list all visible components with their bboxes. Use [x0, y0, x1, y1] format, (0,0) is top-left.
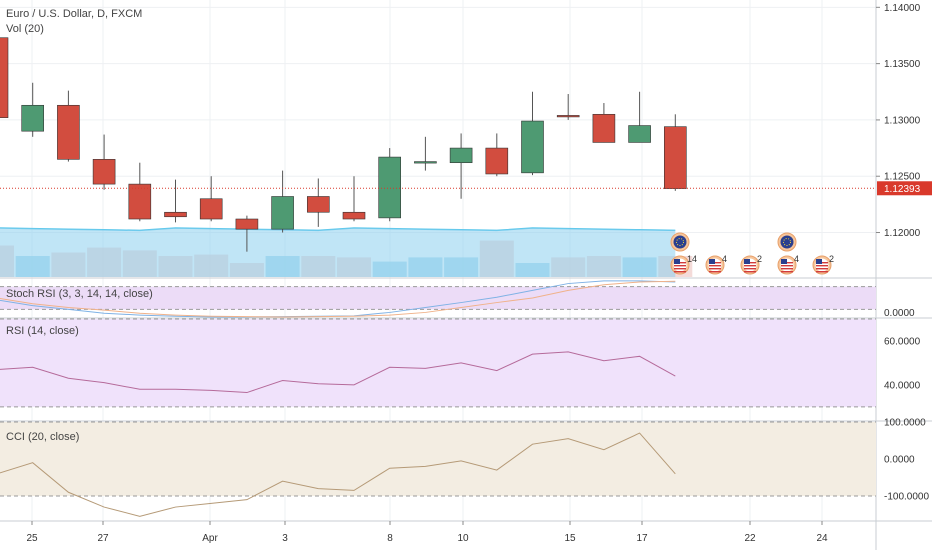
event-count: 2	[757, 254, 762, 264]
time-axis-label: 24	[816, 533, 828, 544]
us-flag-icon[interactable]: 2	[812, 254, 834, 275]
eu-flag-stars	[676, 238, 684, 246]
us-flag-stripe	[816, 271, 828, 273]
time-axis-label: 17	[636, 533, 648, 544]
cci-line	[0, 432, 676, 517]
eu-flag-stars	[783, 238, 791, 246]
us-flag-stripe	[781, 268, 793, 270]
candle-body	[57, 104, 80, 160]
candle-body	[485, 147, 509, 175]
us-flag-stripe	[781, 265, 793, 267]
volume-ma-area	[0, 228, 676, 277]
us-flag-icon[interactable]: 2	[740, 254, 762, 275]
us-flag-stripe	[674, 268, 686, 270]
price-axis-label: 1.12000	[884, 228, 921, 239]
rsi-line	[0, 351, 676, 394]
candle-body	[414, 161, 437, 164]
symbol-title[interactable]: Euro / U.S. Dollar, D, FXCM	[6, 8, 143, 20]
candlesticks	[0, 37, 687, 252]
eu-flag-icon[interactable]	[670, 232, 690, 252]
candle-body	[521, 120, 544, 174]
us-flag-stripe	[674, 265, 686, 267]
us-flag-canton	[709, 259, 715, 264]
candle-body	[199, 198, 223, 220]
eu-flag-disc	[673, 235, 687, 249]
us-flag-icon[interactable]: 14	[670, 254, 697, 275]
us-flag-stripe	[781, 271, 793, 273]
indicator-lines	[0, 187, 876, 517]
price-axis-label: 1.13000	[884, 115, 921, 126]
event-count: 2	[829, 254, 834, 264]
cci-axis-label: 100.0000	[884, 418, 926, 429]
event-count: 4	[794, 254, 799, 264]
stoch-axis-label: 0.0000	[884, 308, 915, 319]
candle-body	[342, 211, 366, 220]
us-flag-canton	[816, 259, 822, 264]
time-axis-label: Apr	[202, 533, 218, 544]
price-axis-label: 1.13500	[884, 59, 921, 70]
us-flag-stripe	[816, 268, 828, 270]
price-axis-label: 1.14000	[884, 3, 921, 14]
event-count: 14	[687, 254, 697, 264]
cci-band	[0, 422, 876, 496]
time-axis-label: 3	[282, 533, 288, 544]
candle-body	[164, 211, 187, 218]
eu-flag-icon[interactable]	[777, 232, 797, 252]
candle-body	[271, 196, 294, 230]
candle-body	[92, 159, 116, 185]
candle-body	[306, 196, 330, 213]
time-axis-label: 8	[387, 533, 393, 544]
price-axis-label: 1.12500	[884, 172, 921, 183]
rsi-title[interactable]: RSI (14, close)	[6, 325, 79, 337]
eu-flag-disc	[780, 235, 794, 249]
rsi-axis-label: 40.0000	[884, 380, 921, 391]
us-flag-stripe	[744, 265, 756, 267]
candle-body	[663, 126, 687, 189]
us-flag-stripe	[816, 265, 828, 267]
stoch-rsi-d-line	[0, 280, 676, 318]
time-axis-label: 25	[26, 533, 38, 544]
us-flag-stripe	[744, 271, 756, 273]
candle-body	[449, 147, 473, 164]
time-axis-label: 22	[744, 533, 756, 544]
candle-body	[21, 104, 45, 132]
us-flag-canton	[674, 259, 680, 264]
candle-body	[378, 156, 402, 219]
candle-body	[235, 218, 259, 230]
last-price-badge	[877, 181, 932, 196]
volume-bars	[0, 227, 693, 277]
us-flag-stripe	[709, 265, 721, 267]
candle-body	[628, 125, 651, 143]
cci-title[interactable]: CCI (20, close)	[6, 431, 80, 443]
stoch-band	[0, 286, 876, 310]
cci-axis-label: 0.0000	[884, 454, 915, 465]
candle-body	[556, 115, 580, 118]
us-flag-stripe	[709, 268, 721, 270]
event-markers[interactable]: 14 4 2 4 2	[670, 232, 834, 275]
indicator-bands	[0, 286, 876, 497]
time-axis-label: 10	[457, 533, 469, 544]
us-flag-stripe	[709, 271, 721, 273]
rsi-band	[0, 319, 876, 407]
us-flag-icon[interactable]: 4	[777, 254, 799, 275]
stoch-rsi-title[interactable]: Stoch RSI (3, 3, 14, 14, close)	[6, 288, 153, 300]
us-flag-canton	[744, 259, 750, 264]
volume-title[interactable]: Vol (20)	[6, 23, 44, 35]
time-axis-label: 27	[97, 533, 109, 544]
rsi-axis-label: 60.0000	[884, 336, 921, 347]
us-flag-canton	[781, 259, 787, 264]
us-flag-stripe	[744, 268, 756, 270]
event-count: 4	[722, 254, 727, 264]
us-flag-icon[interactable]: 4	[705, 254, 727, 275]
time-axis-label: 15	[564, 533, 576, 544]
axes: 1.14000 1.13500 1.13000 1.12500 1.12000 1.123…	[26, 3, 932, 544]
candle-body	[592, 113, 616, 143]
us-flag-stripe	[674, 271, 686, 273]
candle-body	[128, 183, 152, 220]
last-price-label: 1.12393	[884, 184, 921, 195]
cci-axis-label: -100.0000	[884, 491, 929, 502]
candle-body	[0, 37, 9, 118]
